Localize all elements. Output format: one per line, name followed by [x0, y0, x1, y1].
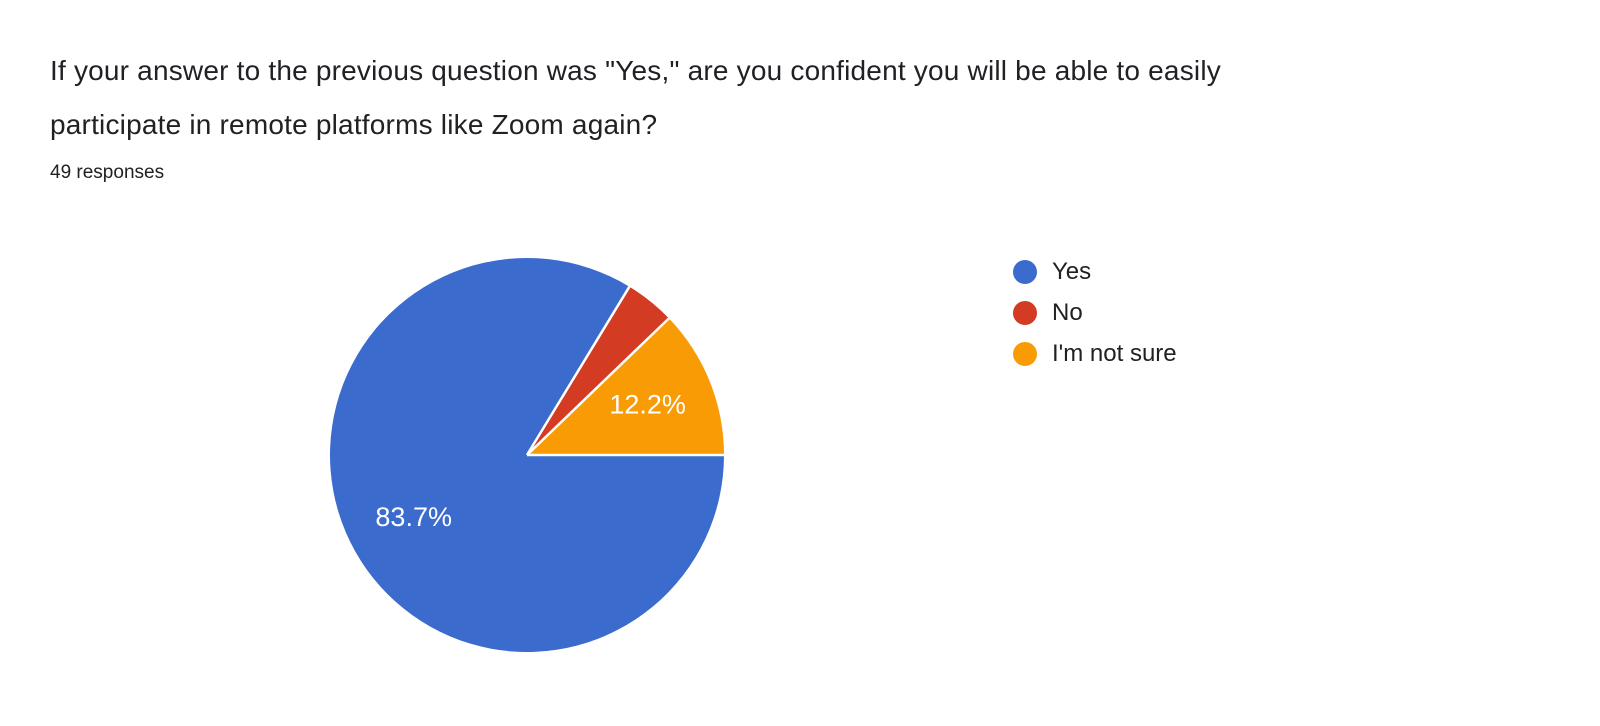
legend-item-i-m-not-sure: I'm not sure — [1013, 342, 1177, 366]
chart-header: If your answer to the previous question … — [50, 44, 1221, 185]
legend-dot-icon — [1013, 301, 1037, 325]
pie-svg: 83.7% 12.2% — [329, 258, 724, 653]
legend-item-yes: Yes — [1013, 260, 1177, 284]
pie-slice-label-i-m-not-sure: 12.2% — [609, 390, 686, 420]
legend-label: No — [1052, 299, 1083, 326]
legend-label: Yes — [1052, 258, 1092, 285]
pie-slice-yes[interactable] — [329, 258, 724, 653]
legend-item-no: No — [1013, 301, 1177, 325]
slice-separator — [525, 286, 631, 456]
legend-label: I'm not sure — [1052, 340, 1177, 367]
question-title-line-1: If your answer to the previous question … — [50, 55, 1221, 86]
pie-slice-no[interactable] — [527, 286, 669, 455]
pie-slice-i-m-not-sure[interactable] — [527, 318, 724, 455]
response-count: 49 responses — [50, 162, 165, 183]
slice-separator — [526, 317, 670, 456]
legend-dot-icon — [1013, 260, 1037, 284]
question-title-line-2: participate in remote platforms like Zoo… — [50, 109, 658, 140]
pie-slice-label-yes: 83.7% — [375, 502, 452, 532]
legend-dot-icon — [1013, 342, 1037, 366]
pie-chart: 83.7% 12.2% — [327, 255, 727, 655]
chart-legend: Yes No I'm not sure — [1013, 260, 1177, 383]
